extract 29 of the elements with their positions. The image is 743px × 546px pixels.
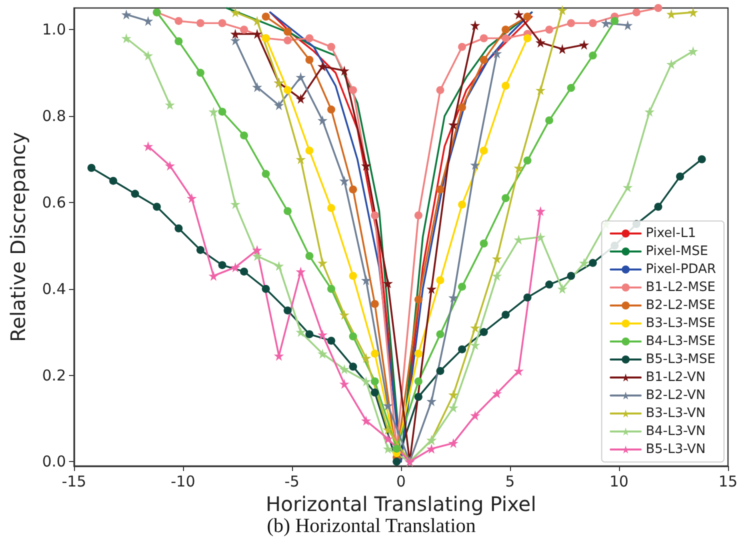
x-axis-title: Horizontal Translating Pixel (266, 492, 536, 516)
legend-label: B5-L3-MSE (646, 352, 716, 367)
x-tick-label: -5 (284, 472, 300, 490)
legend-label: B2-L2-MSE (646, 298, 716, 313)
legend-label: B2-L2-VN (646, 388, 706, 403)
legend-label: B4-L3-MSE (646, 334, 716, 349)
legend-label: Pixel-PDAR (646, 262, 716, 277)
y-tick-label: 0.4 (42, 280, 66, 298)
legend-label: B3-L3-MSE (646, 316, 716, 331)
legend-label: B5-L3-VN (646, 442, 706, 457)
y-tick-label: 0.6 (42, 193, 66, 212)
x-tick-label: 0 (396, 472, 406, 490)
x-tick-label: 15 (718, 472, 738, 490)
y-axis-title: Relative Discrepancy (6, 132, 30, 342)
x-tick-label: 5 (505, 472, 515, 490)
y-tick-label: 1.0 (42, 20, 66, 39)
legend-label: B3-L3-VN (646, 406, 706, 421)
legend-label: B1-L2-VN (646, 370, 706, 385)
legend-label: B1-L2-MSE (646, 280, 716, 295)
y-tick-label: 0.8 (42, 107, 66, 126)
y-tick-label: 0.2 (42, 366, 66, 384)
y-tick-label: 0.0 (42, 452, 66, 471)
x-tick-label: -15 (62, 472, 86, 490)
legend-label: B4-L3-VN (646, 424, 706, 439)
legend-label: Pixel-L1 (646, 226, 696, 241)
legend-label: Pixel-MSE (646, 244, 708, 259)
x-tick-label: 10 (609, 472, 629, 490)
x-tick-label: -10 (170, 472, 196, 490)
text: (b) Horizontal Translation (266, 515, 476, 537)
